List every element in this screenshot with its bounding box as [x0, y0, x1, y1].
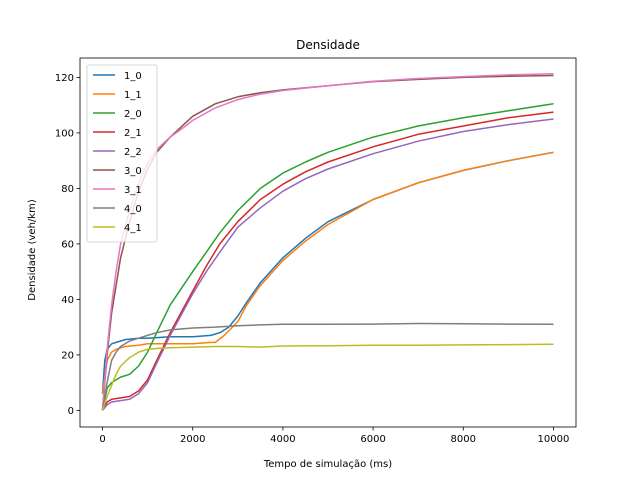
- y-tick-label: 120: [55, 73, 74, 84]
- x-tick-label: 4000: [270, 434, 295, 445]
- legend-label-1-0: 1_0: [124, 71, 142, 82]
- y-axis-label: Densidade (veh/km): [27, 199, 38, 301]
- series-line-3-1: [101, 73, 554, 411]
- legend: 1_0 1_1 2_0 2_1 2_2 3_0 3_1 4_0 4_1: [86, 64, 158, 243]
- series-line-2-2: [101, 118, 554, 411]
- x-axis-label: Tempo de simulação (ms): [263, 459, 392, 470]
- plot-background: [80, 58, 576, 427]
- legend-label-4-0: 4_0: [124, 204, 142, 215]
- chart-title: Densidade: [296, 38, 360, 52]
- legend-label-1-1: 1_1: [124, 90, 142, 101]
- y-tick-label: 100: [55, 128, 74, 139]
- series-line-1-1: [101, 151, 554, 394]
- legend-box: [86, 64, 158, 243]
- legend-label-2-0: 2_0: [124, 109, 142, 120]
- x-tick-label: 10000: [538, 434, 570, 445]
- series-line-4-1: [101, 343, 554, 411]
- x-tick-label: 6000: [360, 434, 385, 445]
- legend-label-3-0: 3_0: [124, 166, 142, 177]
- series-layer: [101, 73, 554, 411]
- axes-frame: [79, 57, 577, 428]
- x-tick-label: 2000: [180, 434, 205, 445]
- x-tick-label: 0: [99, 434, 105, 445]
- y-tick-label: 80: [61, 184, 74, 195]
- legend-label-4-1: 4_1: [124, 223, 142, 234]
- legend-label-2-2: 2_2: [124, 147, 142, 158]
- legend-label-2-1: 2_1: [124, 128, 142, 139]
- x-tick-label: 8000: [451, 434, 476, 445]
- y-tick-label: 20: [61, 350, 74, 361]
- y-tick-label: 0: [68, 406, 74, 417]
- axes: 0 2000 4000 6000 8000 10000 0 20 40 60 80 100 120: [55, 57, 577, 445]
- legend-label-3-1: 3_1: [124, 185, 142, 196]
- y-tick-label: 40: [61, 295, 74, 306]
- series-line-2-0: [101, 103, 554, 411]
- series-line-4-0: [101, 322, 554, 411]
- series-line-2-1: [101, 111, 554, 411]
- plot-area: [80, 58, 576, 427]
- y-tick-label: 60: [61, 239, 74, 250]
